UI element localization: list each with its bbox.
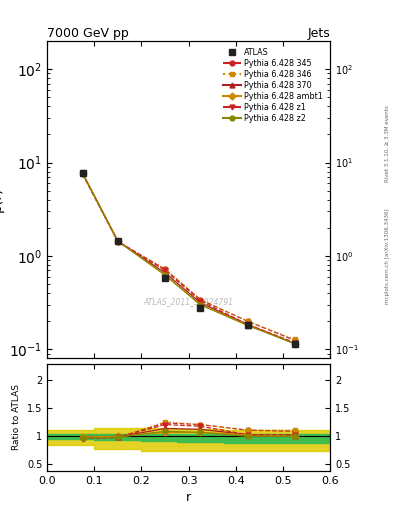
Text: Rivet 3.1.10, ≥ 3.3M events: Rivet 3.1.10, ≥ 3.3M events — [385, 105, 389, 182]
X-axis label: r: r — [186, 492, 191, 504]
Text: mcplots.cern.ch [arXiv:1306.3436]: mcplots.cern.ch [arXiv:1306.3436] — [385, 208, 389, 304]
Text: Jets: Jets — [307, 27, 330, 40]
Text: ATLAS_2011_S8924791: ATLAS_2011_S8924791 — [143, 297, 234, 306]
Legend: ATLAS, Pythia 6.428 345, Pythia 6.428 346, Pythia 6.428 370, Pythia 6.428 ambt1,: ATLAS, Pythia 6.428 345, Pythia 6.428 34… — [220, 45, 326, 126]
Text: 7000 GeV pp: 7000 GeV pp — [47, 27, 129, 40]
Y-axis label: ρ(r): ρ(r) — [0, 187, 4, 212]
Y-axis label: Ratio to ATLAS: Ratio to ATLAS — [12, 385, 21, 450]
